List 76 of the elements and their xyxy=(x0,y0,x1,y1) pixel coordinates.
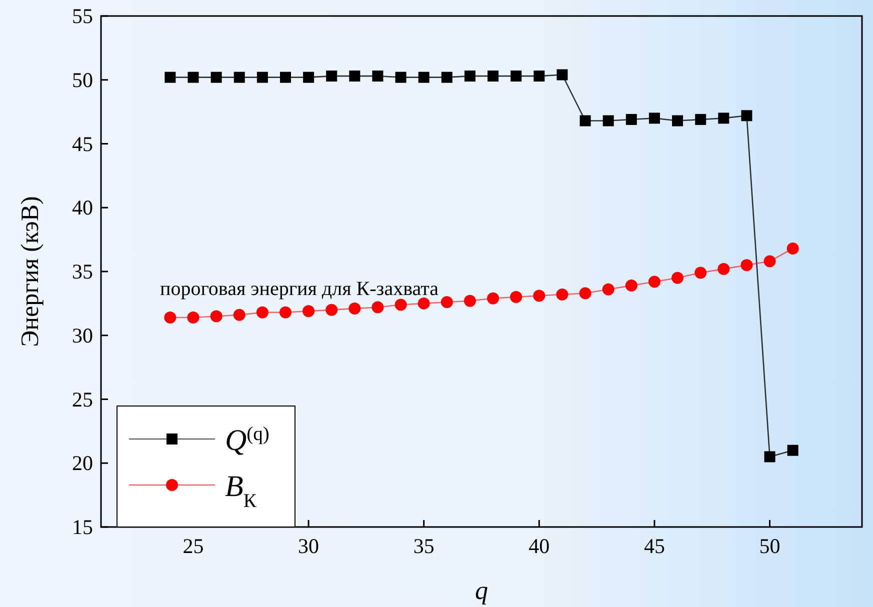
point xyxy=(740,259,753,272)
point xyxy=(556,69,568,80)
point xyxy=(694,266,707,279)
point xyxy=(718,262,730,275)
x-tick-label: 25 xyxy=(182,534,204,558)
point xyxy=(718,112,730,124)
y-tick-label: 45 xyxy=(72,132,93,156)
point xyxy=(579,287,592,300)
y-tick-label: 50 xyxy=(72,68,93,92)
y-tick-label: 25 xyxy=(72,387,93,412)
point xyxy=(648,276,660,288)
point xyxy=(786,242,799,255)
y-tick-label: 20 xyxy=(72,451,93,476)
point xyxy=(580,115,591,126)
y-axis-title: Энергия (кэВ) xyxy=(17,196,44,347)
point xyxy=(348,302,361,315)
point xyxy=(764,255,776,268)
x-axis-title: q xyxy=(475,576,488,605)
point xyxy=(418,297,430,310)
point xyxy=(164,311,176,324)
point xyxy=(533,290,546,302)
y-tick-label: 15 xyxy=(72,515,93,539)
point xyxy=(302,305,315,318)
point xyxy=(188,72,199,83)
point xyxy=(534,70,545,82)
point xyxy=(695,114,706,125)
point xyxy=(625,280,638,292)
point xyxy=(326,70,338,82)
point xyxy=(441,72,452,83)
point xyxy=(256,306,268,318)
point xyxy=(602,283,614,296)
point xyxy=(210,310,222,322)
point xyxy=(672,272,684,284)
point xyxy=(280,72,291,83)
point xyxy=(326,304,338,316)
point xyxy=(787,444,798,456)
point xyxy=(164,72,176,83)
point xyxy=(233,308,246,321)
point xyxy=(464,70,476,82)
point xyxy=(648,112,660,124)
point xyxy=(372,70,384,82)
point xyxy=(464,294,476,307)
y-tick-label: 40 xyxy=(72,196,93,220)
point xyxy=(602,115,614,126)
y-tick-label: 35 xyxy=(72,260,93,284)
y-tick-label: 30 xyxy=(72,323,93,348)
legend-label: B$_{К}$ xyxy=(225,470,258,512)
point xyxy=(279,306,292,318)
x-tick-label: 50 xyxy=(759,534,780,558)
point xyxy=(234,72,245,83)
point xyxy=(372,301,384,314)
point xyxy=(556,288,568,300)
x-tick-label: 30 xyxy=(298,534,320,558)
point xyxy=(510,291,522,304)
point xyxy=(303,72,314,83)
legend-label: Q$^{(q)}$ xyxy=(225,424,270,457)
point xyxy=(418,72,430,83)
point xyxy=(626,114,637,125)
x-tick-label: 40 xyxy=(528,534,550,558)
point xyxy=(510,70,522,82)
x-tick-label: 35 xyxy=(413,534,434,558)
point xyxy=(349,70,360,82)
point xyxy=(488,70,499,82)
point xyxy=(440,296,453,308)
point xyxy=(395,72,406,83)
point xyxy=(764,451,776,462)
point xyxy=(741,110,752,122)
point xyxy=(210,72,222,83)
point xyxy=(394,298,407,311)
point xyxy=(487,292,500,304)
point xyxy=(256,72,268,83)
point xyxy=(672,115,684,126)
y-tick-label: 55 xyxy=(72,4,93,28)
annotation: пороговая энергия для К-захвата xyxy=(160,278,439,300)
x-tick-label: 45 xyxy=(644,534,665,558)
point xyxy=(187,311,200,324)
